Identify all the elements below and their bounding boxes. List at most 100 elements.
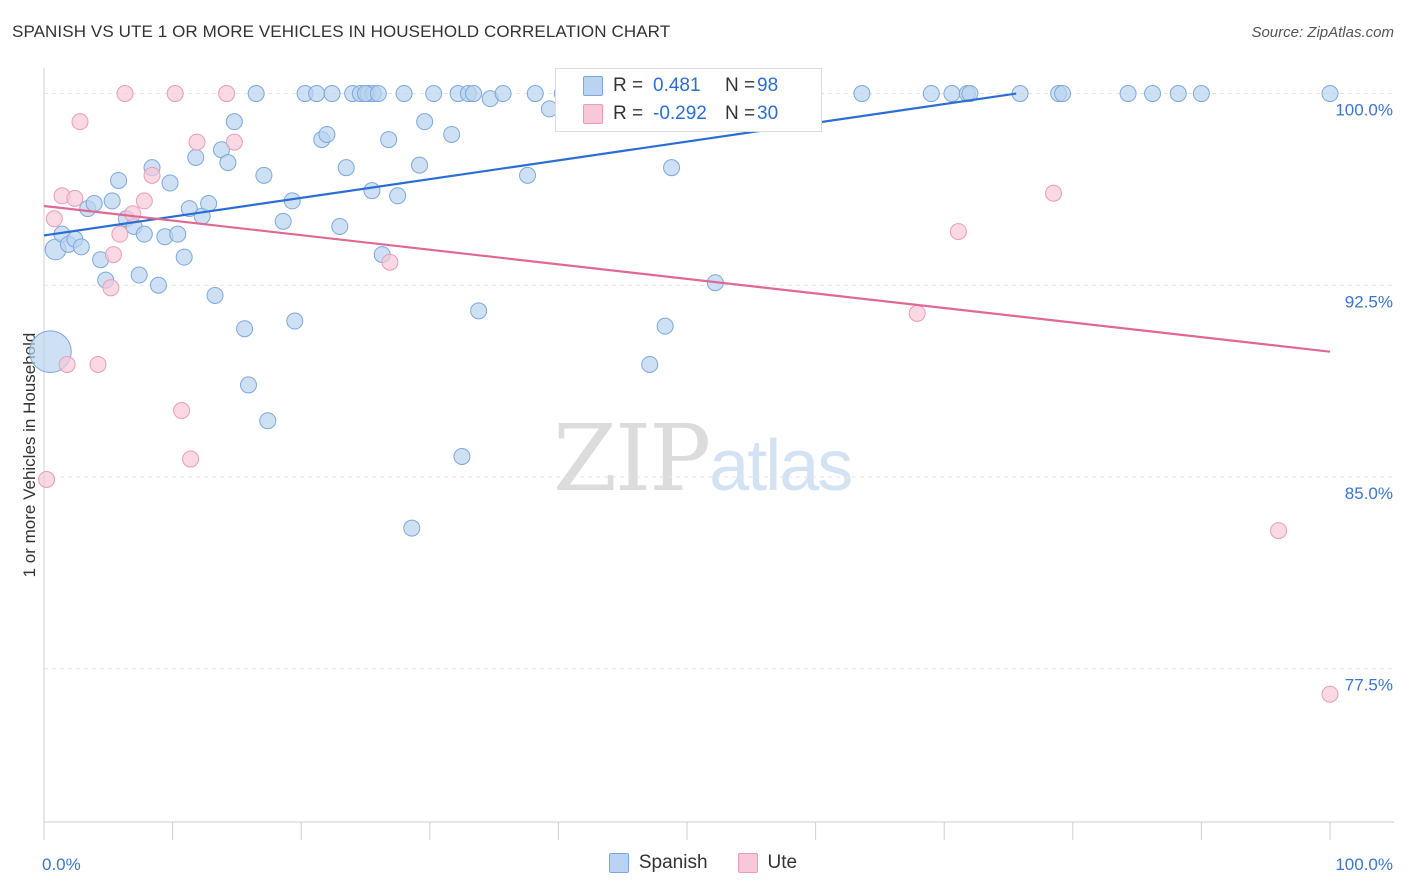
spanish-point <box>175 248 193 266</box>
ute-point <box>166 85 184 103</box>
ute-point <box>66 189 84 207</box>
legend-swatch-ute <box>583 104 603 124</box>
ute-point <box>71 113 89 131</box>
spanish-point <box>323 85 341 103</box>
spanish-point <box>943 85 961 103</box>
spanish-point <box>395 85 413 103</box>
spanish-point <box>1144 85 1162 103</box>
ute-point <box>173 401 191 419</box>
spanish-point <box>1321 85 1339 103</box>
spanish-point <box>465 85 483 103</box>
spanish-point <box>274 212 292 230</box>
ute-point <box>1270 522 1288 540</box>
spanish-point <box>236 320 254 338</box>
ute-point <box>45 210 63 228</box>
stats-legend: R = 0.481 N = 98 R = -0.292 N = 30 <box>555 68 822 132</box>
spanish-point <box>318 125 336 143</box>
spanish-point <box>416 113 434 131</box>
spanish-point <box>641 355 659 373</box>
series-label-spanish: Spanish <box>638 852 708 873</box>
legend-row-ute: R = -0.292 N = 30 <box>556 100 778 128</box>
spanish-point <box>187 148 205 166</box>
spanish-point <box>663 159 681 177</box>
spanish-point <box>526 85 544 103</box>
ute-point <box>135 192 153 210</box>
spanish-point <box>103 192 121 210</box>
ute-point <box>949 223 967 241</box>
legend-r-label: R = <box>613 75 644 96</box>
series-legend-spanish[interactable]: Spanish <box>608 852 708 874</box>
spanish-point <box>519 166 537 184</box>
ute-point <box>381 253 399 271</box>
ute-point <box>102 279 120 297</box>
spanish-point <box>1169 85 1187 103</box>
spanish-point <box>72 238 90 256</box>
spanish-point <box>494 85 512 103</box>
legend-r-label: R = <box>613 103 644 124</box>
spanish-point <box>85 194 103 212</box>
spanish-point <box>403 519 421 537</box>
spanish-point <box>961 85 979 103</box>
spanish-point <box>453 448 471 466</box>
ute-point <box>225 133 243 151</box>
chart-title: SPANISH VS UTE 1 OR MORE VEHICLES IN HOU… <box>12 22 671 41</box>
y-tick-label: 77.5% <box>1345 676 1393 695</box>
legend-n-value-ute: 30 <box>757 103 779 124</box>
spanish-point <box>200 194 218 212</box>
spanish-point <box>425 85 443 103</box>
spanish-point <box>389 187 407 205</box>
spanish-point <box>369 85 387 103</box>
spanish-point <box>219 154 237 172</box>
legend-row-spanish: R = 0.481 N = 98 <box>556 72 778 100</box>
spanish-point <box>161 174 179 192</box>
ute-point <box>104 246 122 264</box>
spanish-point <box>247 85 265 103</box>
spanish-point <box>380 131 398 149</box>
x-tick-label: 100.0% <box>1335 855 1393 874</box>
ute-point <box>58 355 76 373</box>
ute-point <box>111 225 129 243</box>
spanish-point <box>470 302 488 320</box>
spanish-point <box>259 412 277 430</box>
spanish-point <box>1192 85 1210 103</box>
ute-point <box>908 304 926 322</box>
chart-source: Source: ZipAtlas.com <box>1251 24 1394 41</box>
legend-n-value-spanish: 98 <box>757 75 779 96</box>
spanish-point <box>169 225 187 243</box>
ute-point <box>124 205 142 223</box>
series-legend-ute[interactable]: Ute <box>737 852 798 874</box>
y-tick-label: 100.0% <box>1335 101 1393 120</box>
spanish-point <box>443 125 461 143</box>
ute-point <box>182 450 200 468</box>
ute-trend-line <box>43 204 1331 353</box>
spanish-point <box>135 225 153 243</box>
spanish-point <box>853 85 871 103</box>
ute-point <box>1321 685 1339 703</box>
series-legend: Spanish Ute <box>0 852 1406 874</box>
spanish-point <box>363 182 381 200</box>
y-tick-label: 92.5% <box>1345 292 1393 311</box>
legend-swatch-spanish <box>583 76 603 96</box>
spanish-point <box>255 166 273 184</box>
ute-point <box>143 166 161 184</box>
ute-point <box>1045 184 1063 202</box>
spanish-point <box>411 156 429 174</box>
series-swatch-spanish <box>608 853 629 873</box>
spanish-point <box>308 85 326 103</box>
y-tick-label: 85.0% <box>1345 484 1393 503</box>
spanish-trend-line <box>43 92 1017 237</box>
spanish-point <box>922 85 940 103</box>
legend-r-value-spanish: 0.481 <box>653 75 701 96</box>
ute-point <box>218 85 236 103</box>
series-label-ute: Ute <box>767 852 798 873</box>
ute-point <box>116 85 134 103</box>
spanish-point <box>130 266 148 284</box>
spanish-point <box>1119 85 1137 103</box>
spanish-point <box>286 312 304 330</box>
spanish-point <box>239 376 257 394</box>
spanish-point <box>110 171 128 189</box>
spanish-point <box>656 317 674 335</box>
spanish-point <box>149 276 167 294</box>
legend-n-label: N = <box>725 103 756 124</box>
